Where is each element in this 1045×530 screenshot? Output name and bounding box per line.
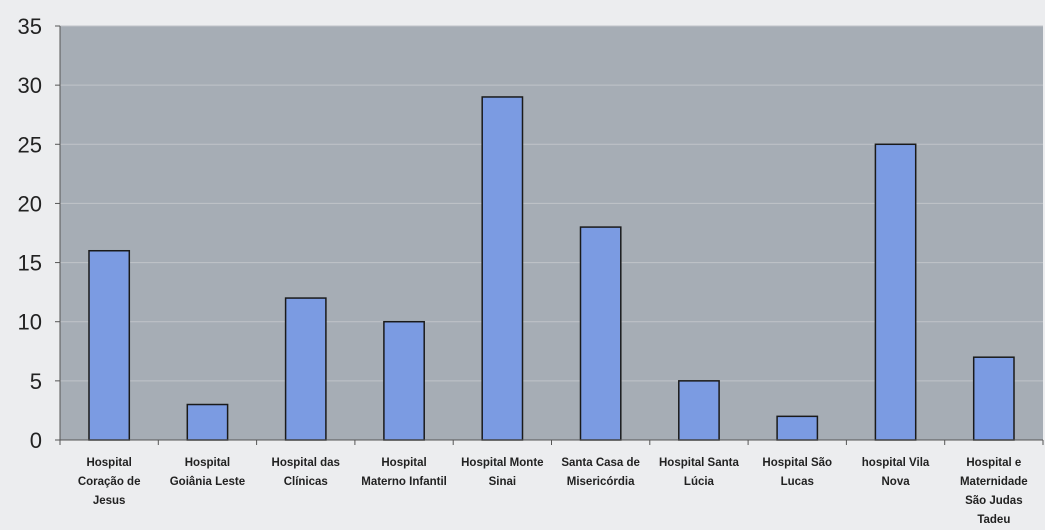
x-tick-label-line: Hospital Monte <box>461 457 543 469</box>
x-tick-label-line: Misericórdia <box>567 476 635 488</box>
x-tick-label: Hospital Materno Infantil <box>361 457 447 488</box>
x-tick-label-line: Hospital Santa <box>659 457 739 469</box>
bar <box>776 415 819 441</box>
x-tick-label-line: Hospital <box>381 457 426 469</box>
y-tick-label: 10 <box>18 310 42 335</box>
y-tick-label: 30 <box>18 73 42 98</box>
x-tick-label-line: Nova <box>881 476 910 488</box>
x-tick-label-line: Sinai <box>489 476 516 488</box>
x-tick-label-line: hospital Vila <box>862 457 930 469</box>
x-tick-label-line: Santa Casa de <box>561 457 640 469</box>
x-tick-label: hospital Vila Nova <box>862 457 930 488</box>
x-tick-label-line: Materno Infantil <box>361 476 447 488</box>
y-tick-label: 25 <box>18 132 42 157</box>
bars <box>88 96 1015 441</box>
bar <box>678 380 720 441</box>
y-tick-label: 0 <box>30 428 42 453</box>
x-tick-label: Hospital Goiânia Leste <box>170 457 245 488</box>
x-tick-label-line: Tadeu <box>977 514 1010 526</box>
bar <box>972 356 1015 441</box>
x-tick-label-line: Coração de <box>78 476 141 488</box>
x-tick-label-line: Lúcia <box>684 476 715 488</box>
x-tick-label-line: Lucas <box>781 476 814 488</box>
y-axis: 0 5 10 15 20 25 30 35 <box>18 14 61 453</box>
x-tick-label: Hospital das Clínicas <box>272 457 340 488</box>
x-tick-label: Hospital e Maternidade São Judas Tadeu <box>960 457 1028 526</box>
gridlines <box>60 25 1043 382</box>
x-tick-label: Hospital São Lucas <box>762 457 832 488</box>
bar <box>481 96 524 441</box>
y-tick-label: 20 <box>18 191 42 216</box>
y-tick-label: 15 <box>18 251 42 276</box>
x-tick-label-line: Hospital e <box>966 457 1021 469</box>
x-tick-label-line: Hospital <box>86 457 131 469</box>
x-tick-label: Hospital Monte Sinai <box>461 457 543 488</box>
x-tick-label-line: Hospital São <box>762 457 832 469</box>
x-tick-label-line: Maternidade <box>960 476 1028 488</box>
bar <box>186 403 229 441</box>
bar <box>579 226 622 441</box>
bar <box>874 143 917 441</box>
y-tick-label: 5 <box>30 369 42 394</box>
bar <box>284 297 327 441</box>
x-tick-label: Santa Casa de Misericórdia <box>561 457 640 488</box>
y-tick-label: 35 <box>18 14 42 39</box>
x-tick-label: Hospital Santa Lúcia <box>659 457 739 488</box>
x-tick-label-line: Hospital <box>185 457 230 469</box>
x-tick-label-line: Goiânia Leste <box>170 476 245 488</box>
x-tick-label-line: Clínicas <box>284 476 328 488</box>
x-tick-label: Hospital Coração de Jesus <box>78 457 141 507</box>
bar <box>383 320 425 441</box>
x-tick-label-line: Jesus <box>93 495 126 507</box>
x-tick-label-line: São Judas <box>965 495 1023 507</box>
x-tick-label-line: Hospital das <box>272 457 340 469</box>
x-axis: Hospital Coração de Jesus Hospital Goiânia L… <box>59 439 1044 526</box>
bar <box>88 249 131 441</box>
